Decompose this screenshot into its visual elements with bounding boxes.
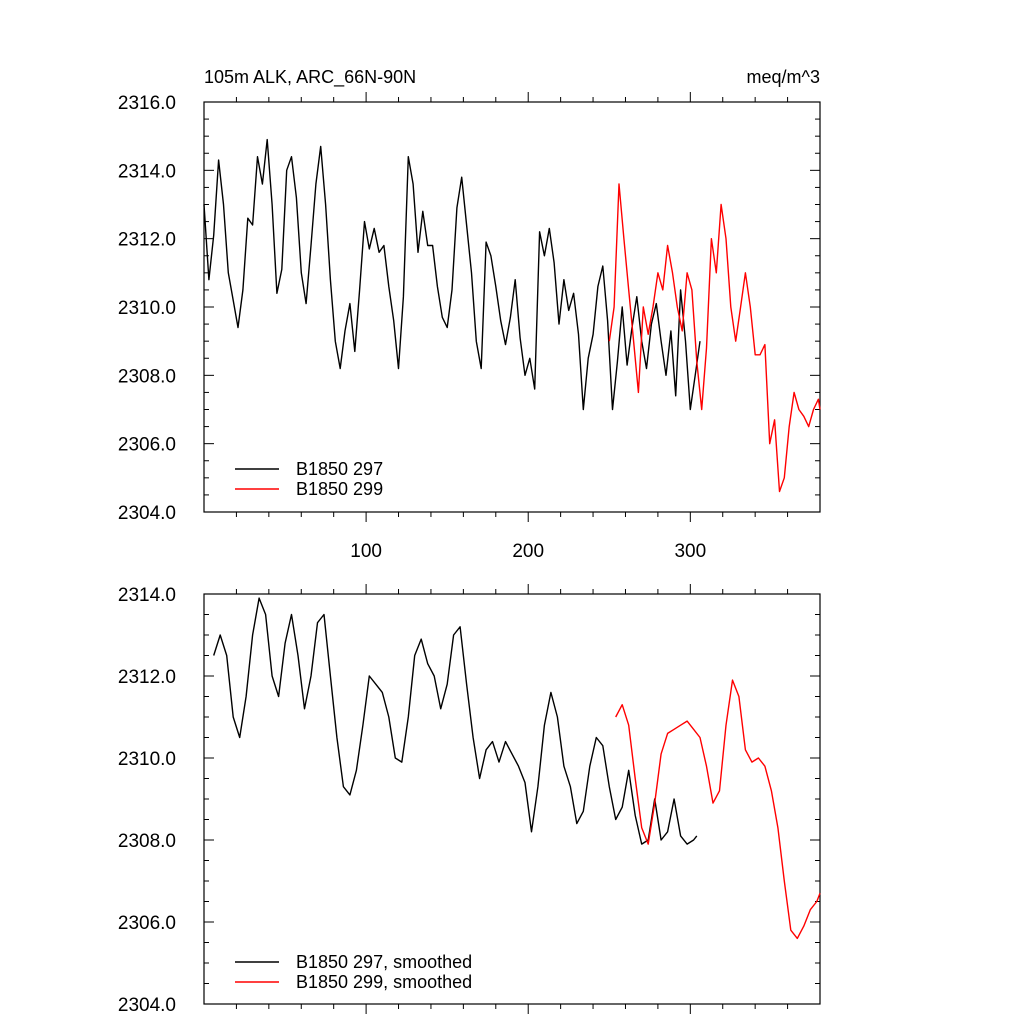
y-tick-label: 2312.0 (118, 667, 176, 688)
y-tick-label: 2304.0 (118, 995, 176, 1016)
y-tick-label: 2308.0 (118, 831, 176, 852)
series-line-2 (615, 679, 821, 940)
top-y-tick-labels: 2304.0 2306.0 2308.0 2310.0 2312.0 2314.0 2316… (118, 93, 176, 524)
y-tick-label: 2316.0 (118, 93, 176, 114)
y-tick-label: 2306.0 (118, 435, 176, 456)
x-tick-label: 300 (674, 541, 706, 562)
bottom-panel: 2304.0 2306.0 2308.0 2310.0 2312.0 2314.0 B18… (118, 584, 821, 1016)
series-line-1 (213, 597, 698, 845)
bottom-series-lines (213, 597, 821, 940)
top-chart-title: 105m ALK, ARC_66N-90N (204, 67, 416, 88)
y-tick-label: 2312.0 (118, 230, 176, 251)
top-chart-units: meq/m^3 (747, 67, 820, 87)
y-tick-label: 2304.0 (118, 503, 176, 524)
y-tick-label: 2310.0 (118, 298, 176, 319)
y-tick-label: 2314.0 (118, 161, 176, 182)
legend-label-2: B1850 299, smoothed (296, 972, 472, 992)
y-tick-label: 2314.0 (118, 585, 176, 606)
y-tick-label: 2306.0 (118, 913, 176, 934)
top-series-lines (203, 138, 821, 493)
x-tick-label: 200 (512, 541, 544, 562)
top-x-tick-labels: 100 200 300 (350, 541, 706, 562)
bottom-ticks (204, 584, 820, 1014)
legend-label-1: B1850 297 (296, 459, 383, 479)
y-tick-label: 2308.0 (118, 366, 176, 387)
legend-label-2: B1850 299 (296, 479, 383, 499)
x-tick-label: 100 (350, 541, 382, 562)
series-line-1 (203, 138, 701, 411)
top-panel: 105m ALK, ARC_66N-90N meq/m^3 2304.0 2306… (118, 67, 821, 562)
series-line-2 (608, 183, 821, 493)
y-tick-label: 2310.0 (118, 749, 176, 770)
legend-label-1: B1850 297, smoothed (296, 952, 472, 972)
bottom-y-tick-labels: 2304.0 2306.0 2308.0 2310.0 2312.0 2314.0 (118, 585, 176, 1016)
top-ticks (204, 92, 820, 522)
